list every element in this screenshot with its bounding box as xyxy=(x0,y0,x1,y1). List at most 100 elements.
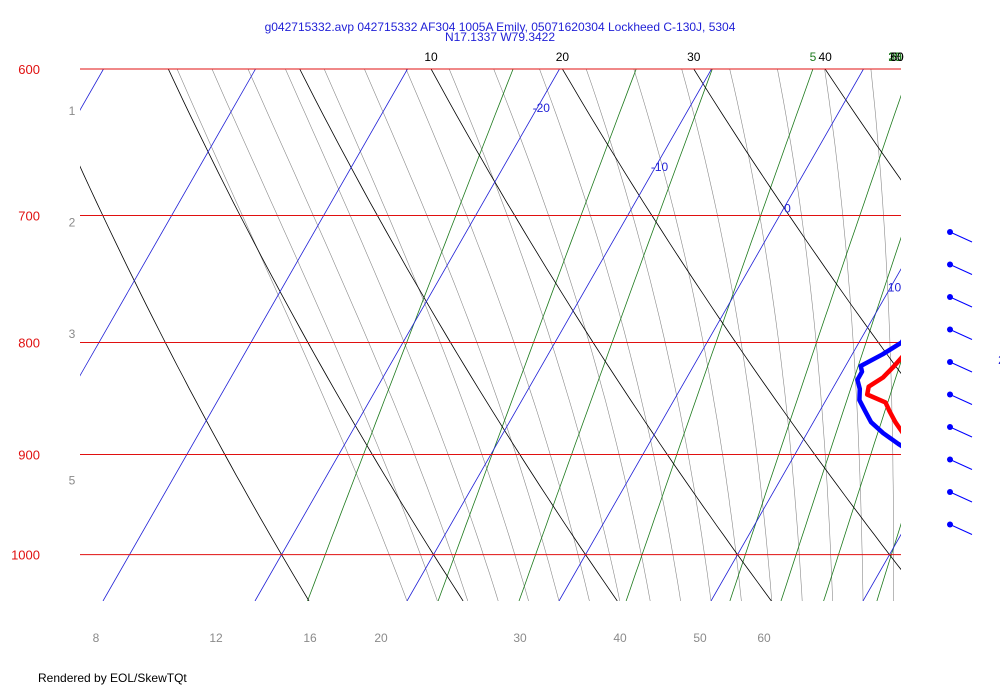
height-label: 5 xyxy=(69,474,76,488)
moist-adiabat-line xyxy=(211,69,438,601)
dry-adiabat-line xyxy=(824,69,901,181)
moist-adiabat-line xyxy=(539,69,681,601)
chart-subtitle: N17.1337 W79.3422 xyxy=(445,30,555,44)
mixing-ratio-line xyxy=(625,69,814,601)
mixing-ratio-line xyxy=(780,236,901,601)
mixing-ratio-line xyxy=(947,69,1000,601)
moist-adiabat-line xyxy=(985,69,1000,601)
isotherm-line xyxy=(862,533,901,601)
mixing-ratio-line xyxy=(307,69,514,601)
wind-barb-staff xyxy=(949,231,973,243)
isotherm-label: -20 xyxy=(533,101,551,115)
mixing-ratio-label: 35 xyxy=(888,50,902,64)
moist-adiabat-label: 50 xyxy=(693,631,707,645)
moist-adiabat-line xyxy=(285,69,499,601)
dry-adiabat-label: 30 xyxy=(687,50,701,64)
wind-barb-staff xyxy=(949,264,973,275)
dry-adiabat-line xyxy=(430,69,772,601)
mixing-ratio-label: 10 xyxy=(888,50,902,64)
height-label: 1 xyxy=(69,104,76,118)
isotherm-line xyxy=(254,69,560,601)
moist-adiabat-label: 30 xyxy=(513,631,527,645)
wind-barb-staff xyxy=(949,329,973,340)
isobars xyxy=(80,68,901,556)
isotherm-line xyxy=(406,69,712,601)
dry-adiabat-label: 20 xyxy=(556,50,570,64)
moist-adiabat-line xyxy=(493,69,651,601)
dry-adiabat-line xyxy=(693,69,901,375)
isotherm-line xyxy=(80,69,256,377)
mixing-ratio-label: 25 xyxy=(888,50,902,64)
moist-adiabat-label: 12 xyxy=(209,631,223,645)
moist-adiabat-label: 60 xyxy=(757,631,771,645)
moist-adiabat-line xyxy=(824,69,864,601)
moist-adiabat-line xyxy=(247,69,469,601)
pressure-tick-label: 1000 xyxy=(11,548,40,563)
moist-adiabat-line xyxy=(323,69,529,601)
isotherm-label: -10 xyxy=(651,160,669,174)
isotherm-label: 0 xyxy=(784,202,791,216)
dry-adiabats xyxy=(80,69,901,601)
moist-adiabat-line xyxy=(585,69,712,601)
height-label: 2 xyxy=(69,215,76,229)
isotherm-label: 20 xyxy=(998,353,1000,367)
dry-adiabat-line xyxy=(167,69,464,601)
moist-adiabat-line xyxy=(870,69,894,601)
wind-barb-staff xyxy=(949,524,973,535)
pressure-tick-label: 600 xyxy=(18,62,40,77)
mixing-ratio-line xyxy=(437,69,637,601)
wind-barb-staff xyxy=(949,361,973,373)
wind-barb-staff xyxy=(949,394,973,405)
isotherm-line xyxy=(558,69,864,601)
mixing-ratio-lines xyxy=(307,69,1000,601)
dry-adiabat-label: 50 xyxy=(890,50,904,64)
dry-adiabat-line xyxy=(299,69,618,601)
moist-adiabats xyxy=(176,69,1000,601)
dewpoint-trace xyxy=(855,339,901,449)
moist-adiabat-label: 16 xyxy=(303,631,317,645)
dry-adiabat-line xyxy=(80,165,310,601)
dry-adiabat-line xyxy=(562,69,901,571)
moist-adiabat-label: 40 xyxy=(613,631,627,645)
axis-labels: 6007008009001000-20-10010203040510152025… xyxy=(11,50,1000,645)
mixing-ratio-label: 20 xyxy=(888,50,902,64)
moist-adiabat-line xyxy=(405,69,590,601)
moist-adiabat-label: 8 xyxy=(93,631,100,645)
moist-adiabat-label: 20 xyxy=(374,631,388,645)
pressure-tick-label: 900 xyxy=(18,447,40,462)
height-label: 3 xyxy=(69,327,76,341)
mixing-ratio-line xyxy=(518,69,713,601)
dry-adiabat-label: 60 xyxy=(890,50,904,64)
moist-adiabat-line xyxy=(633,69,742,601)
mixing-ratio-label: 5 xyxy=(810,50,817,64)
pressure-tick-label: 800 xyxy=(18,335,40,350)
mixing-ratio-label: 30 xyxy=(888,50,902,64)
isotherms xyxy=(80,69,901,601)
moist-adiabat-line xyxy=(916,69,926,601)
moist-adiabat-line xyxy=(176,69,408,601)
mixing-ratio-line xyxy=(876,522,901,601)
mixing-ratio-line xyxy=(823,360,901,601)
wind-barb-staff xyxy=(949,459,973,470)
dry-adiabat-label: 10 xyxy=(424,50,438,64)
moist-adiabat-line xyxy=(364,69,560,601)
isotherm-line xyxy=(80,69,104,111)
dry-adiabat-label: 40 xyxy=(818,50,832,64)
pressure-tick-label: 700 xyxy=(18,209,40,224)
wind-barbs xyxy=(947,229,973,535)
wind-barb-staff xyxy=(949,491,973,503)
moist-adiabat-line xyxy=(681,69,773,601)
moist-adiabat-line xyxy=(448,69,621,601)
isotherm-line xyxy=(102,69,408,601)
chart-title: g042715332.avp 042715332 AF304 1005A Emi… xyxy=(265,20,736,34)
moist-adiabat-line xyxy=(729,69,803,601)
mixing-ratio-label: 15 xyxy=(888,50,902,64)
isotherm-label: 10 xyxy=(888,280,902,294)
mixing-ratio-line xyxy=(729,94,901,601)
moist-adiabat-line xyxy=(777,69,833,601)
wind-barb-staff xyxy=(949,296,973,308)
isotherm-line xyxy=(710,268,901,601)
footer-credit: Rendered by EOL/SkewTQt xyxy=(38,671,187,685)
sounding-traces xyxy=(855,339,901,449)
